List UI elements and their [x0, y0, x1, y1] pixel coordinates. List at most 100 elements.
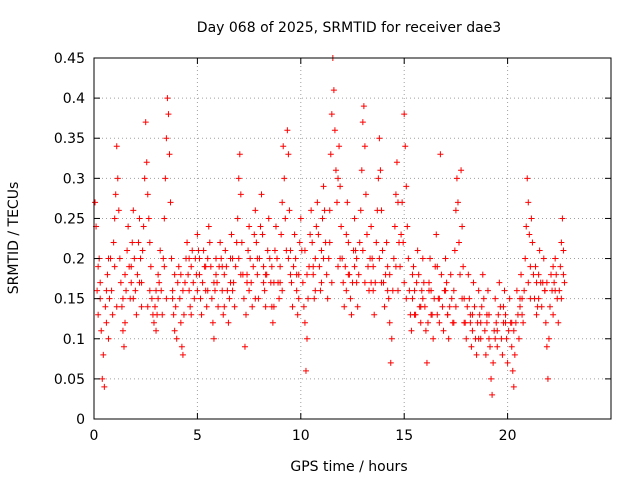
data-point — [221, 303, 228, 310]
data-point — [94, 287, 101, 294]
data-point — [542, 319, 549, 326]
data-point — [340, 279, 347, 286]
data-point — [170, 311, 177, 318]
data-point — [384, 287, 391, 294]
data-point — [293, 271, 300, 278]
data-point — [508, 343, 515, 350]
data-point — [242, 311, 249, 318]
data-point — [169, 295, 176, 302]
y-tick-label: 0.2 — [63, 252, 85, 268]
data-point — [375, 175, 382, 182]
data-point — [423, 359, 430, 366]
data-point — [167, 199, 174, 206]
data-point — [344, 199, 351, 206]
data-point — [213, 271, 220, 278]
data-point — [164, 95, 171, 102]
data-point — [551, 279, 558, 286]
data-point — [535, 271, 542, 278]
data-point — [172, 303, 179, 310]
data-point — [525, 199, 532, 206]
x-tick-label: 10 — [292, 428, 310, 444]
data-point — [254, 271, 261, 278]
data-point — [138, 303, 145, 310]
data-point — [225, 319, 232, 326]
data-point — [196, 271, 203, 278]
data-point — [434, 311, 441, 318]
data-point — [319, 215, 326, 222]
data-point — [517, 295, 524, 302]
data-point — [428, 287, 435, 294]
data-point — [501, 287, 508, 294]
data-point — [106, 295, 113, 302]
data-point — [345, 271, 352, 278]
data-point — [518, 271, 525, 278]
data-point — [141, 175, 148, 182]
data-point — [450, 287, 457, 294]
data-point — [338, 223, 345, 230]
data-point — [304, 335, 311, 342]
data-point — [351, 215, 358, 222]
data-point — [229, 287, 236, 294]
data-point — [378, 279, 385, 286]
data-point — [142, 119, 149, 126]
data-point — [136, 215, 143, 222]
data-point — [447, 271, 454, 278]
data-point — [301, 319, 308, 326]
data-point — [287, 271, 294, 278]
y-tick-label: 0.35 — [54, 131, 85, 147]
data-point — [260, 263, 267, 270]
data-point — [490, 359, 497, 366]
data-point — [342, 263, 349, 270]
data-point — [445, 335, 452, 342]
data-point — [312, 287, 319, 294]
data-point — [215, 303, 222, 310]
data-point — [317, 287, 324, 294]
data-point — [555, 319, 562, 326]
data-point — [481, 327, 488, 334]
data-point — [463, 335, 470, 342]
data-point — [494, 327, 501, 334]
data-point — [318, 279, 325, 286]
x-tick-label: 15 — [395, 428, 413, 444]
data-point — [499, 351, 506, 358]
data-point — [147, 263, 154, 270]
data-point — [221, 271, 228, 278]
data-point — [207, 263, 214, 270]
data-point — [200, 247, 207, 254]
data-point — [114, 175, 121, 182]
data-point — [498, 335, 505, 342]
data-point — [553, 271, 560, 278]
data-point — [148, 295, 155, 302]
data-point — [502, 319, 509, 326]
data-point — [145, 215, 152, 222]
data-point — [245, 247, 252, 254]
data-point — [271, 247, 278, 254]
data-point — [347, 295, 354, 302]
data-point — [155, 295, 162, 302]
data-point — [492, 295, 499, 302]
data-point — [136, 279, 143, 286]
data-point — [479, 271, 486, 278]
data-point — [103, 319, 110, 326]
x-axis-label: GPS time / hours — [290, 459, 407, 475]
data-point — [444, 311, 451, 318]
data-point — [482, 351, 489, 358]
data-point — [162, 175, 169, 182]
data-point — [457, 271, 464, 278]
data-point — [532, 263, 539, 270]
data-point — [104, 271, 111, 278]
data-point — [203, 303, 210, 310]
data-point — [331, 127, 338, 134]
data-point — [166, 151, 173, 158]
data-point — [439, 303, 446, 310]
data-point — [116, 255, 123, 262]
data-point — [249, 303, 256, 310]
data-point — [266, 255, 273, 262]
data-point — [335, 263, 342, 270]
data-point — [336, 143, 343, 150]
data-point — [545, 335, 552, 342]
y-tick-label: 0.45 — [54, 51, 85, 67]
data-point — [437, 151, 444, 158]
grid-lines — [94, 58, 611, 419]
x-tick-label: 20 — [499, 428, 517, 444]
